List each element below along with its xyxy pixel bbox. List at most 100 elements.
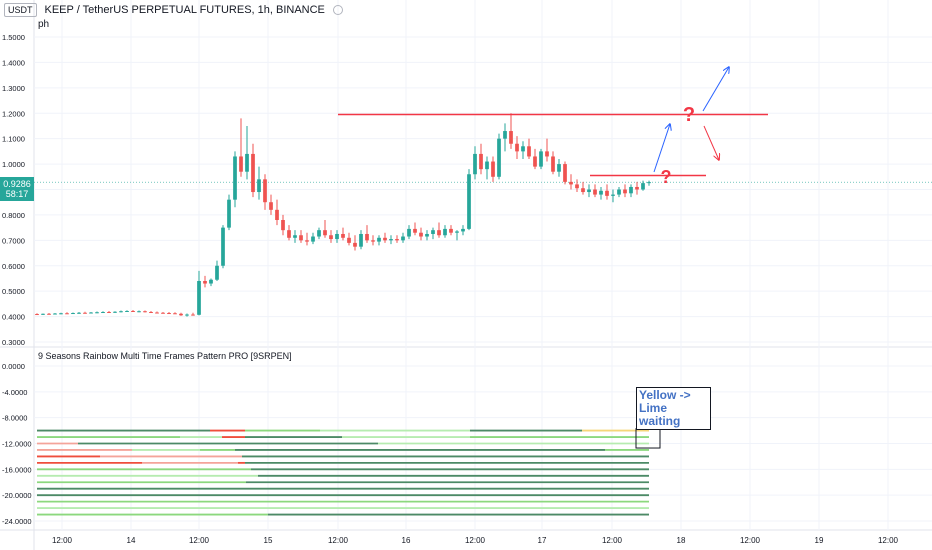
- x-tick-label: 12:00: [328, 536, 349, 545]
- candle-body: [605, 190, 609, 196]
- candle-body: [83, 312, 87, 314]
- candle-body: [107, 312, 111, 314]
- candle-body: [599, 190, 603, 195]
- candle-body: [197, 281, 201, 315]
- candle-body: [251, 153, 255, 193]
- currency-badge[interactable]: USDT: [4, 3, 37, 17]
- arrow-down: [703, 125, 719, 160]
- candle-body: [629, 186, 633, 194]
- candle-body: [437, 230, 441, 236]
- candle-body: [269, 202, 273, 210]
- candle-body: [263, 179, 267, 203]
- candle-body: [545, 151, 549, 157]
- y-tick-label: 1.0000: [2, 160, 25, 169]
- candle-body: [71, 313, 75, 315]
- candle-body: [431, 230, 435, 234]
- candle-body: [275, 209, 279, 220]
- candle-body: [161, 312, 165, 314]
- candle-body: [191, 314, 195, 316]
- candle-body: [281, 220, 285, 231]
- x-tick-label: 12:00: [465, 536, 486, 545]
- candle-body: [569, 181, 573, 185]
- candle-body: [413, 228, 417, 233]
- question-mark-upper: ?: [683, 104, 695, 126]
- candle-body: [479, 153, 483, 170]
- candle-body: [395, 239, 399, 241]
- candle-body: [155, 312, 159, 314]
- candle-body: [341, 233, 345, 238]
- candle-body: [329, 235, 333, 240]
- y-tick-label: 0.6000: [2, 262, 25, 271]
- candle-body: [497, 138, 501, 177]
- last-price-tag: 0.9286 58:17: [0, 177, 34, 201]
- candle-body: [647, 182, 651, 184]
- candle-body: [491, 161, 495, 177]
- last-price-countdown: 58:17: [5, 189, 29, 199]
- candle-body: [347, 237, 351, 243]
- candle-body: [173, 313, 177, 315]
- candle-body: [53, 313, 57, 315]
- x-tick-label: 12:00: [878, 536, 899, 545]
- candle-body: [101, 312, 105, 314]
- y-tick-label: 1.4000: [2, 58, 25, 67]
- indicator-y-tick-label: -4.0000: [2, 388, 27, 397]
- candle-body: [623, 189, 627, 194]
- candle-body: [539, 151, 543, 167]
- indicator-y-tick-label: -24.0000: [2, 517, 32, 526]
- indicator-y-tick-label: 0.0000: [2, 362, 25, 371]
- symbol-title: KEEP / TetherUS PERPETUAL FUTURES, 1h, B…: [44, 4, 325, 16]
- x-tick-label: 17: [538, 536, 547, 545]
- candle-body: [485, 161, 489, 170]
- y-tick-label: 1.5000: [2, 33, 25, 42]
- candle-body: [209, 279, 213, 284]
- candle-body: [245, 153, 249, 172]
- candle-body: [119, 311, 123, 313]
- candle-body: [617, 189, 621, 195]
- candle-body: [149, 312, 153, 314]
- y-tick-label: 0.8000: [2, 211, 25, 220]
- candle-body: [167, 313, 171, 315]
- candle-body: [509, 131, 513, 144]
- x-tick-label: 16: [402, 536, 411, 545]
- candle-body: [641, 183, 645, 190]
- candle-body: [461, 228, 465, 232]
- candle-body: [353, 242, 357, 247]
- candle-body: [581, 188, 585, 193]
- candle-body: [221, 227, 225, 266]
- candle-body: [305, 240, 309, 242]
- candle-body: [557, 164, 561, 172]
- circle-icon[interactable]: [332, 5, 343, 15]
- x-tick-label: 12:00: [189, 536, 210, 545]
- question-mark-lower: ?: [661, 167, 672, 187]
- y-tick-label: 1.2000: [2, 109, 25, 118]
- indicator-y-tick-label: -20.0000: [2, 491, 32, 500]
- candle-body: [257, 179, 261, 193]
- candle-body: [203, 281, 207, 284]
- candle-body: [41, 313, 45, 315]
- x-tick-label: 14: [127, 536, 136, 545]
- x-tick-label: 15: [264, 536, 273, 545]
- candle-body: [227, 199, 231, 228]
- candle-body: [89, 312, 93, 314]
- x-tick-label: 18: [677, 536, 686, 545]
- candle-body: [527, 146, 531, 157]
- indicator-y-tick-label: -12.0000: [2, 440, 32, 449]
- candle-body: [449, 228, 453, 233]
- candle-body: [179, 313, 183, 316]
- y-tick-label: 0.3000: [2, 338, 25, 347]
- candle-body: [575, 184, 579, 189]
- indicator-y-tick-label: -16.0000: [2, 465, 32, 474]
- candle-body: [59, 313, 63, 315]
- candle-body: [323, 230, 327, 236]
- candle-body: [473, 153, 477, 175]
- candle-body: [389, 239, 393, 241]
- candle-body: [287, 230, 291, 238]
- candle-body: [293, 235, 297, 238]
- candle-body: [239, 156, 243, 172]
- y-tick-label: 1.3000: [2, 84, 25, 93]
- y-tick-label: 0.5000: [2, 287, 25, 296]
- candle-body: [335, 233, 339, 240]
- candle-body: [587, 189, 591, 193]
- candle-body: [65, 313, 69, 315]
